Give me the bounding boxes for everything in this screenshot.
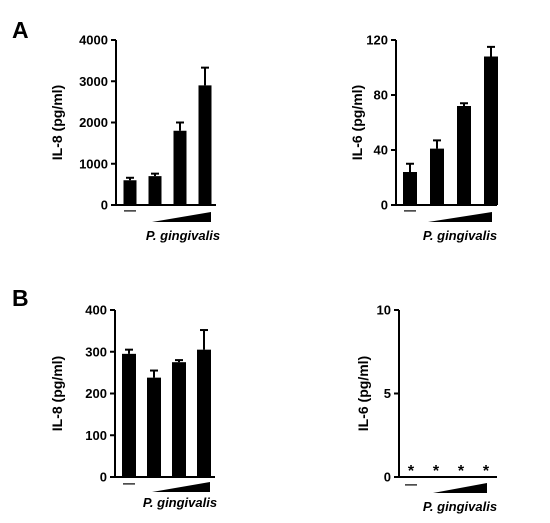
chart-3-y-tick-label: 100 (85, 428, 107, 443)
chart-1-y-tick-label: 1000 (79, 156, 108, 171)
chart-4-y-tick-label: 0 (384, 470, 391, 485)
chart-1-y-tick-label: 2000 (79, 115, 108, 130)
chart-2-y-tick-label: 0 (381, 198, 388, 213)
chart-2-bar (430, 148, 444, 205)
chart-3-y-tick-label: 400 (85, 303, 107, 318)
chart-3-control-label: — (123, 476, 135, 490)
chart-4-y-axis-title: IL-6 (pg/ml) (355, 356, 371, 431)
chart-1-bar (148, 176, 162, 205)
panel-letter-a: A (12, 17, 29, 43)
chart-1-y-tick-label: 0 (101, 198, 108, 213)
chart-3-y-axis-title: IL-8 (pg/ml) (49, 356, 65, 431)
chart-4-control-label: — (405, 477, 417, 491)
panel-letter-b: B (12, 285, 29, 311)
chart-1-y-tick-label: 3000 (79, 74, 108, 89)
chart-2-bar (457, 106, 471, 205)
chart-1-y-axis-title: IL-8 (pg/ml) (49, 85, 65, 160)
chart-2-y-tick-label: 80 (374, 88, 388, 103)
chart-3-bar (197, 349, 211, 477)
chart-1-bar (198, 85, 212, 205)
chart-2-x-axis-title: P. gingivalis (423, 228, 497, 243)
chart-2-control-label: — (404, 203, 416, 217)
chart-3-y-tick-label: 200 (85, 386, 107, 401)
chart-3-dose-gradient-wedge (152, 482, 210, 492)
chart-4-y-tick-label: 5 (384, 386, 391, 401)
chart-1-dose-gradient-wedge (152, 212, 211, 222)
chart-4-below-detection-marker: * (408, 463, 415, 480)
chart-2-y-axis-title: IL-6 (pg/ml) (349, 85, 365, 160)
chart-1-control-label: — (124, 203, 136, 217)
chart-4-below-detection-marker: * (458, 463, 465, 480)
chart-1-bar (173, 130, 187, 205)
chart-4-below-detection-marker: * (483, 463, 490, 480)
chart-4-x-axis-title: P. gingivalis (423, 499, 497, 514)
chart-1-bar (123, 180, 137, 205)
chart-3-bar (172, 362, 186, 477)
chart-3-y-tick-label: 0 (100, 470, 107, 485)
chart-2-bar (484, 56, 498, 205)
chart-4-below-detection-marker: * (433, 463, 440, 480)
chart-2-dose-gradient-wedge (428, 212, 492, 222)
chart-2-y-tick-label: 120 (366, 33, 388, 48)
chart-3-x-axis-title: P. gingivalis (143, 495, 217, 510)
chart-4-y-tick-label: 10 (377, 303, 391, 318)
chart-1-y-tick-label: 4000 (79, 33, 108, 48)
chart-3-bar (147, 377, 161, 477)
chart-3-y-tick-label: 300 (85, 344, 107, 359)
chart-2-bar (403, 172, 417, 205)
chart-3-bar (122, 353, 136, 477)
chart-4-dose-gradient-wedge (433, 483, 487, 493)
chart-1-x-axis-title: P. gingivalis (146, 228, 220, 243)
chart-2-y-tick-label: 40 (374, 143, 388, 158)
